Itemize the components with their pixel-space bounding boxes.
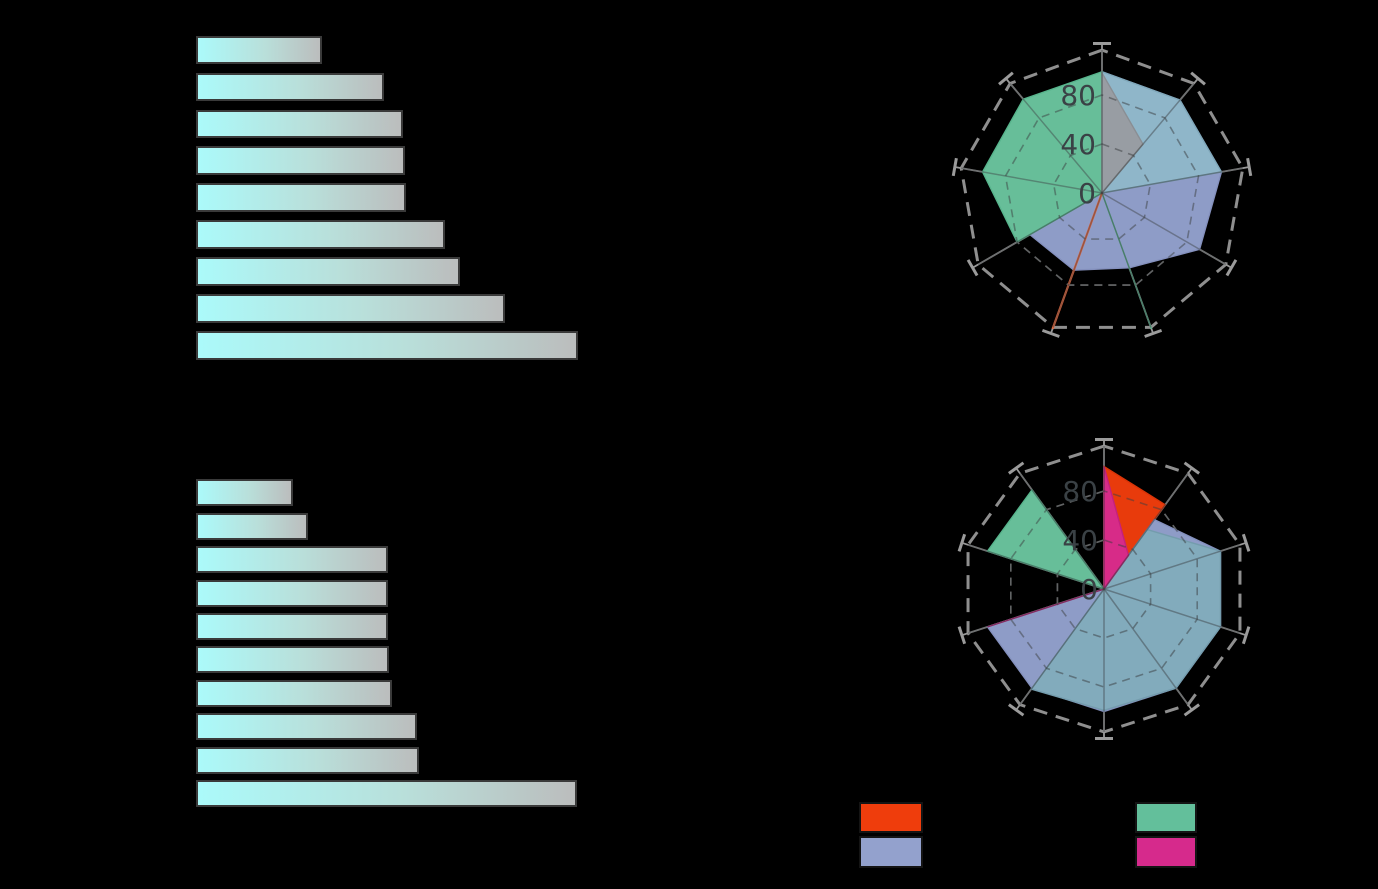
green-fill: [986, 488, 1106, 591]
axis-spoke-overlay: [1101, 192, 1227, 266]
axis-spoke-overlay: [967, 544, 1105, 590]
axis-tick-cap: [1007, 461, 1025, 475]
bar: [196, 294, 505, 323]
bar: [196, 220, 446, 249]
axis-tick-cap: [1007, 703, 1025, 717]
radial-tick-label: 0: [1080, 573, 1098, 606]
radial-tick-label: 80: [1060, 79, 1096, 112]
axis-tick-cap: [998, 71, 1014, 86]
legend-green-swatch: [1135, 802, 1197, 833]
radial-tick-label: 40: [1062, 524, 1098, 557]
axis-spoke-overlay: [1101, 83, 1195, 194]
radar-top: 0 40 80: [951, 42, 1253, 338]
grid-ring-overlay: [1056, 539, 1152, 639]
grid-ring-overlay: [1004, 94, 1200, 286]
axis-tick-cap: [1241, 533, 1251, 552]
bar: [196, 779, 577, 807]
axis-spoke-overlay: [1103, 472, 1189, 590]
bar: [196, 183, 407, 212]
axis-tick-cap: [1225, 259, 1238, 277]
axis-spoke-overlay: [1103, 588, 1189, 706]
axis-spoke-overlay: [1101, 192, 1152, 328]
radial-tick-label: 40: [1060, 128, 1096, 161]
axis-tick-cap: [1190, 71, 1206, 86]
bar: [196, 146, 406, 176]
gray-fill: [1101, 70, 1144, 195]
axis-tick-cap: [957, 626, 967, 645]
axis-tick-cap: [1183, 461, 1201, 475]
axis-spoke-overlay: [1019, 472, 1105, 590]
axis-tick-cap: [966, 259, 979, 277]
bar: [196, 479, 294, 507]
axis-tick-cap: [1144, 328, 1163, 338]
radar-bottom: 0 40 80: [957, 438, 1251, 740]
bar: [196, 330, 578, 360]
axis-spoke-overlay: [1103, 588, 1241, 634]
axis-tick-cap: [1241, 626, 1251, 645]
bar: [196, 746, 419, 774]
axis-spoke-overlay: [1103, 544, 1241, 590]
bar: [196, 612, 389, 640]
axis-tick-cap: [1246, 157, 1253, 177]
axis-spoke-overlay: [977, 192, 1103, 266]
bar: [196, 679, 392, 707]
bar: [196, 35, 323, 65]
bar: [196, 546, 389, 574]
radial-tick-label: 0: [1078, 177, 1096, 210]
bar: [196, 72, 384, 102]
legend-orangered-swatch: [859, 802, 923, 833]
grid-ring-overlay: [1009, 490, 1199, 688]
outer-ring: [959, 48, 1245, 329]
bar: [196, 257, 461, 286]
axis-spoke-overlay: [1101, 167, 1243, 194]
radial-tick-label: 80: [1062, 475, 1098, 508]
axis-tick-cap: [951, 157, 958, 177]
axis-spoke-overlay: [961, 167, 1103, 194]
teal-overlap-fill: [1030, 528, 1222, 712]
bar: [196, 579, 389, 607]
axis-spoke-overlay: [1052, 192, 1103, 328]
axis-tick-cap: [957, 533, 967, 552]
axis-tick-cap: [1183, 703, 1201, 717]
axis-spoke-overlay: [967, 588, 1105, 634]
bar: [196, 713, 417, 741]
axis-tick-cap: [1041, 328, 1060, 338]
axis-spoke-overlay: [1009, 83, 1103, 194]
bar: [196, 512, 308, 540]
magenta-fill: [987, 466, 1130, 628]
legend-magenta-swatch: [1135, 836, 1197, 868]
bar: [196, 646, 390, 674]
legend-lavender-swatch: [859, 836, 923, 868]
axis-spoke-overlay: [1019, 588, 1105, 706]
bar: [196, 109, 403, 139]
